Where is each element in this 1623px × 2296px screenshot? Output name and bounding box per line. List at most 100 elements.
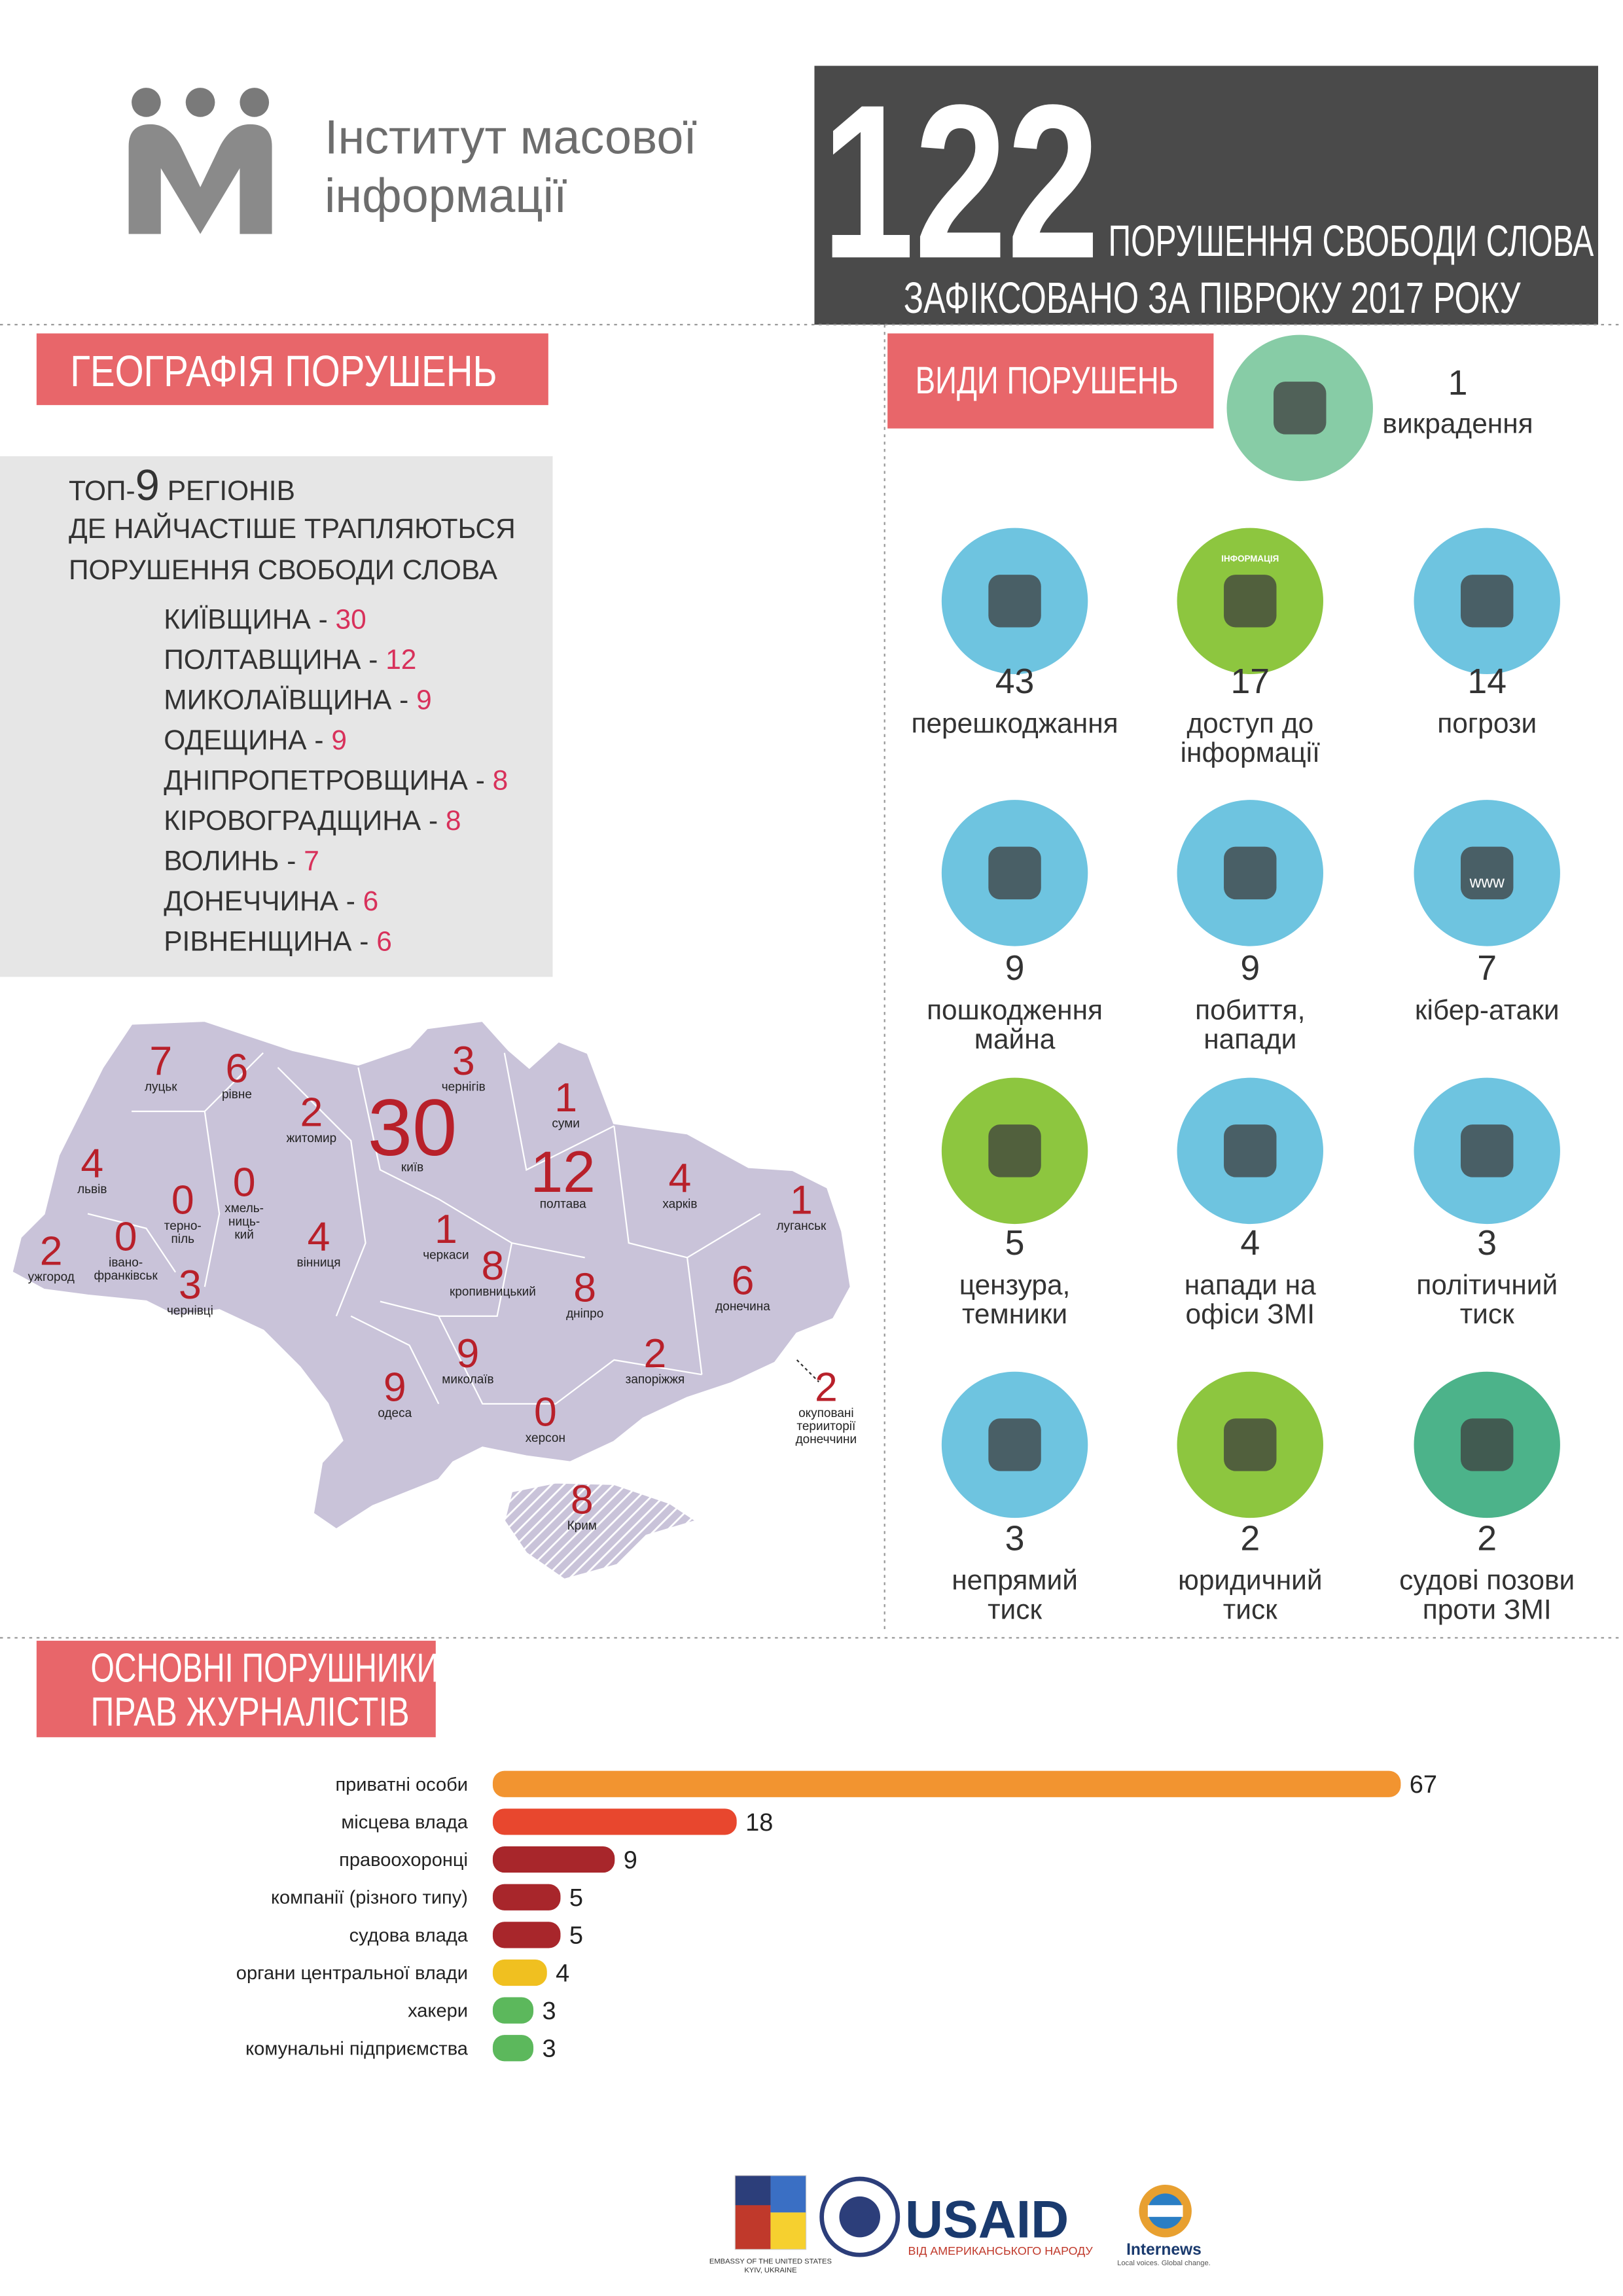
type-value: 9: [1240, 948, 1260, 988]
map-label: дніпро: [566, 1307, 603, 1321]
map-label: львів: [77, 1183, 107, 1196]
bar-value: 3: [542, 1998, 556, 2025]
embassy-text: EMBASSY OF THE UNITED STATES: [709, 2258, 832, 2266]
icon-glyph: [1224, 575, 1277, 628]
map-value: 1: [554, 1075, 577, 1121]
map-label: піль: [171, 1232, 195, 1246]
type-value: 2: [1477, 1518, 1497, 1558]
bar-value: 67: [1410, 1771, 1437, 1799]
icon-glyph: [1224, 1124, 1277, 1177]
type-label: цензура,: [959, 1269, 1071, 1300]
internews: Internews: [1126, 2241, 1202, 2259]
map-label: ужгород: [28, 1270, 75, 1284]
type-label: побиття,: [1195, 994, 1305, 1025]
region-name: ОДЕЩИНА: [164, 725, 307, 755]
region-value: 8: [446, 805, 461, 836]
map-label: одеса: [378, 1407, 412, 1420]
map-value: 0: [233, 1160, 256, 1206]
map-label: терно-: [164, 1219, 202, 1233]
map-borders: [87, 1052, 761, 1405]
top-prefix: ТОП-: [69, 475, 135, 506]
type-label: доступ до: [1186, 708, 1313, 738]
type-value: 17: [1230, 662, 1270, 701]
type-label: тиск: [1460, 1299, 1514, 1329]
map-value: 2: [40, 1229, 63, 1274]
icon-glyph: [988, 846, 1041, 900]
map-value: 0: [115, 1213, 137, 1259]
type-label: погрози: [1437, 708, 1537, 738]
separator: -: [311, 604, 336, 635]
map-value: 12: [530, 1139, 595, 1204]
icon-glyph: [1274, 382, 1327, 435]
map-value: 2: [815, 1364, 838, 1410]
map-value: 6: [226, 1045, 249, 1091]
logo-text: інформації: [325, 168, 567, 223]
map-value: 4: [308, 1213, 330, 1259]
map-label: миколаїв: [442, 1373, 493, 1387]
region-row: ВОЛИНЬ - 7: [164, 845, 319, 876]
bar-value: 5: [569, 1884, 583, 1912]
header-line: ЗАФІКСОВАНО ЗА ПІВРОКУ 2017 РОКУ: [904, 274, 1521, 323]
section-title: ОСНОВНІ ПОРУШНИКИ: [91, 1645, 439, 1691]
region-name: ПОЛТАВЩИНА: [164, 644, 361, 675]
bar: [492, 1922, 561, 1948]
top-number: 9: [135, 461, 160, 510]
usaid: USAID: [905, 2190, 1069, 2249]
separator: -: [307, 725, 332, 755]
icon-glyph: [1461, 1124, 1514, 1177]
region-name: КІРОВОГРАДЩИНА: [164, 805, 421, 836]
bar: [492, 1808, 737, 1835]
type-value: 5: [1005, 1223, 1025, 1263]
geo-title-box: [36, 333, 548, 405]
icon-glyph: [1461, 846, 1514, 900]
type-label: судові позови: [1399, 1565, 1575, 1596]
region-value: 7: [304, 845, 319, 876]
map-value: 3: [179, 1262, 202, 1308]
type-value: 2: [1240, 1518, 1260, 1558]
logo-text: Інститут масової: [325, 110, 697, 164]
map-value: 1: [435, 1206, 457, 1252]
type-value: 4: [1240, 1223, 1260, 1263]
top-suffix: РЕГІОНІВ: [160, 475, 295, 506]
icon-glyph: [1224, 1418, 1277, 1471]
bar-category: приватні особи: [335, 1774, 468, 1795]
map-label: терииторії: [796, 1420, 856, 1433]
map-label: рівне: [222, 1088, 252, 1102]
dividers: [0, 323, 1623, 1639]
region-row: РІВНЕНЩИНА - 6: [164, 925, 392, 956]
icon-glyph: [988, 1124, 1041, 1177]
bar: [492, 1884, 561, 1910]
map-value: 8: [571, 1477, 594, 1522]
map-value: 9: [383, 1364, 406, 1410]
type-value: 7: [1477, 948, 1497, 988]
region-name: ДНІПРОПЕТРОВЩИНА: [164, 765, 468, 796]
map-label: полтава: [540, 1197, 586, 1211]
internews-tagline: Local voices. Global change.: [1117, 2259, 1211, 2267]
region-name: РІВНЕНЩИНА: [164, 925, 352, 956]
top-intro: ПОРУШЕННЯ СВОБОДИ СЛОВА: [69, 554, 498, 585]
region-value: 6: [363, 886, 379, 916]
bar-category: комунальні підприємства: [245, 2038, 469, 2059]
icon-text: ІНФОРМАЦІЯ: [1221, 554, 1279, 564]
top-box: [0, 456, 553, 977]
map-label: київ: [401, 1161, 423, 1175]
type-label: напади на: [1185, 1269, 1316, 1300]
logo: [128, 88, 272, 234]
type-label: непрямий: [952, 1565, 1078, 1596]
map-value: 0: [534, 1389, 557, 1435]
bar-value: 3: [542, 2036, 556, 2063]
bar-category: хакери: [408, 2001, 468, 2022]
map-value: 0: [171, 1177, 194, 1223]
type-label: офіси ЗМІ: [1186, 1299, 1315, 1329]
map-label: донеччини: [796, 1433, 857, 1446]
region-name: ВОЛИНЬ: [164, 845, 279, 876]
footer-logos: [734, 2175, 1192, 2257]
map-value: 7: [149, 1038, 172, 1084]
region-row: ДОНЕЧЧИНА - 6: [164, 886, 378, 916]
types-title-box: [887, 333, 1214, 429]
map-crimea: [503, 1482, 698, 1581]
section-title: ПРАВ ЖУРНАЛІСТІВ: [91, 1689, 410, 1734]
bar-category: судова влада: [349, 1925, 469, 1946]
map-label: Крим: [567, 1519, 597, 1533]
